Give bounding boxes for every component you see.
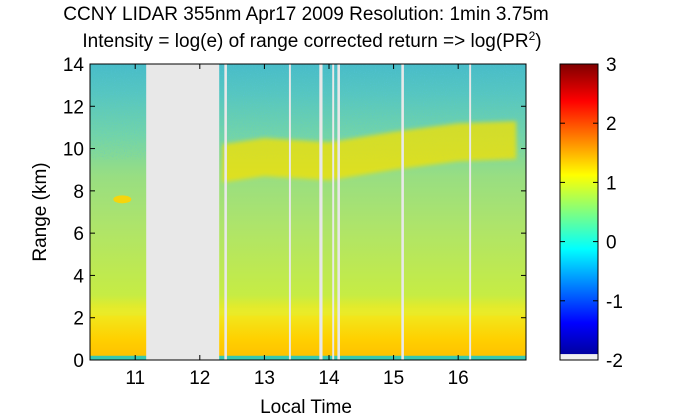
chart-title: CCNY LIDAR 355nm Apr17 2009 Resolution: … — [63, 4, 548, 25]
colorbar-tick-label: 1 — [606, 173, 617, 194]
ground-stripe — [90, 355, 526, 360]
missing-data-gap — [319, 64, 323, 360]
x-tick-label: 16 — [448, 368, 469, 389]
missing-data-gap — [401, 64, 404, 360]
boundary-layer-top — [90, 307, 526, 316]
x-tick-label: 14 — [318, 368, 340, 389]
missing-data-gap — [146, 64, 220, 360]
colorbar-tick-label: 3 — [606, 55, 617, 76]
plot-frame — [89, 63, 527, 361]
y-tick-label: 2 — [73, 309, 84, 330]
y-tick-label: 6 — [73, 224, 84, 245]
y-tick-label: 4 — [73, 266, 84, 287]
colorbar-gradient — [560, 64, 598, 360]
chart-subtitle-sup: 2 — [529, 29, 536, 43]
colorbar-missing-swatch — [560, 354, 598, 360]
y-tick-label: 12 — [63, 97, 84, 118]
missing-data-gap — [469, 64, 472, 360]
x-tick-label: 15 — [383, 368, 404, 389]
chart-subtitle-main: Intensity = log(e) of range corrected re… — [82, 31, 528, 52]
x-tick-label: 13 — [254, 368, 275, 389]
colorbar-tick-label: -2 — [606, 351, 623, 372]
chart-subtitle-close: ) — [535, 31, 541, 52]
y-axis-label: Range (km) — [30, 162, 51, 261]
missing-data-gap — [332, 64, 335, 360]
missing-data-gap — [337, 64, 340, 360]
y-tick-label: 10 — [63, 140, 84, 161]
missing-data-gap — [288, 64, 291, 360]
cloud-layer — [222, 121, 517, 183]
colorbar-tick-label: 2 — [606, 114, 617, 135]
chart-subtitle: Intensity = log(e) of range corrected re… — [82, 29, 541, 52]
y-tick-label: 14 — [63, 55, 85, 76]
x-tick-label: 12 — [189, 368, 210, 389]
heatmap-plot-area: 11 12 13 14 15 16 0 2 4 6 8 10 12 14 — [63, 55, 527, 389]
x-axis-label: Local Time — [260, 397, 352, 418]
y-tick-label: 8 — [73, 182, 84, 203]
missing-data-gap — [224, 64, 227, 360]
aerosol-patch — [113, 195, 132, 204]
colorbar-tick-label: -1 — [606, 292, 623, 313]
x-tick-label: 11 — [125, 368, 145, 389]
y-tick-label: 0 — [73, 351, 84, 372]
colorbar-tick-label: 0 — [606, 233, 617, 254]
colorbar: -2 -1 0 1 2 3 — [559, 55, 623, 372]
colorbar-frame — [559, 63, 599, 361]
